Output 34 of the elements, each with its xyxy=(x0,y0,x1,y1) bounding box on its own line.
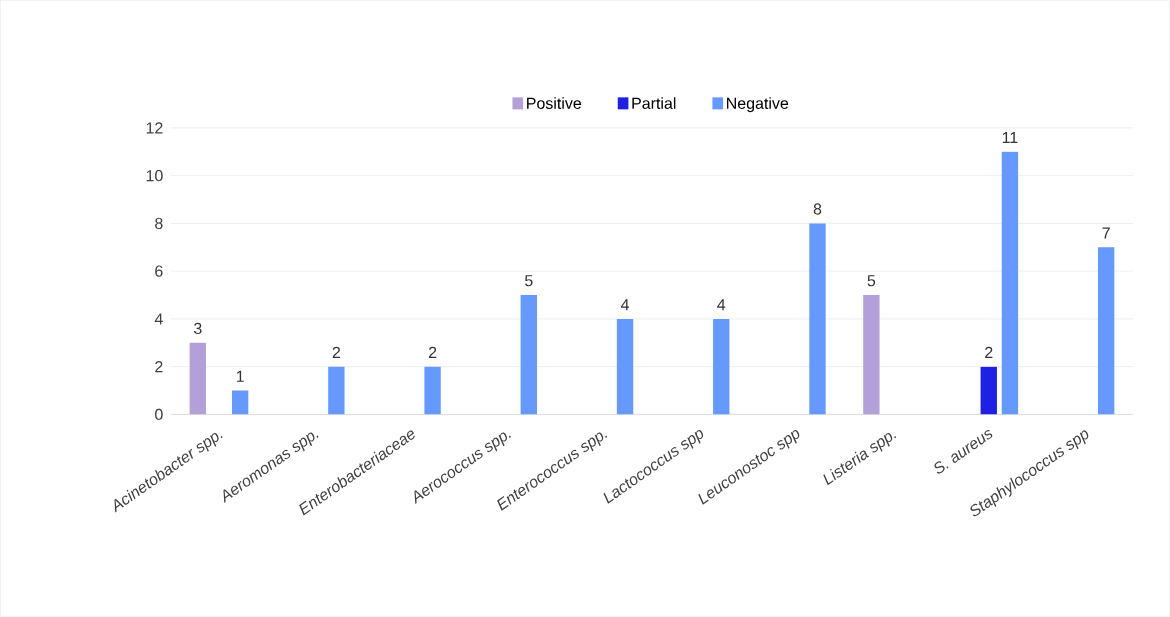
legend-label: Positive xyxy=(527,97,582,109)
data-label: 4 xyxy=(717,299,726,311)
y-tick-label: 2 xyxy=(155,360,163,373)
y-tick-label: 6 xyxy=(155,265,163,277)
data-label: 2 xyxy=(332,346,340,358)
bar xyxy=(1097,247,1115,415)
bar xyxy=(189,342,206,415)
bar xyxy=(863,294,880,415)
data-label: 7 xyxy=(1102,227,1110,239)
legend-label: Partial xyxy=(632,97,676,109)
bar xyxy=(980,366,997,415)
bar xyxy=(616,318,634,415)
data-label: 4 xyxy=(620,299,630,311)
bar xyxy=(1001,151,1019,415)
data-label: 1 xyxy=(236,370,244,382)
data-label: 5 xyxy=(867,275,876,287)
data-label: 2 xyxy=(985,346,993,358)
y-tick-label: 10 xyxy=(146,169,163,182)
data-label: 8 xyxy=(813,203,822,215)
data-label: 5 xyxy=(525,275,533,287)
bar xyxy=(713,318,730,415)
y-tick-label: 0 xyxy=(155,408,163,420)
data-label: 11 xyxy=(1002,131,1018,143)
legend-label: Negative xyxy=(727,97,789,113)
y-tick-label: 12 xyxy=(146,122,163,134)
bar xyxy=(809,223,826,415)
bar xyxy=(231,390,249,415)
bar xyxy=(424,366,441,415)
data-label: 3 xyxy=(193,322,202,334)
data-label: 2 xyxy=(428,346,437,358)
y-tick-label: 8 xyxy=(155,217,163,229)
bar xyxy=(520,294,537,415)
bar xyxy=(328,366,345,415)
y-tick-label: 4 xyxy=(154,313,163,325)
